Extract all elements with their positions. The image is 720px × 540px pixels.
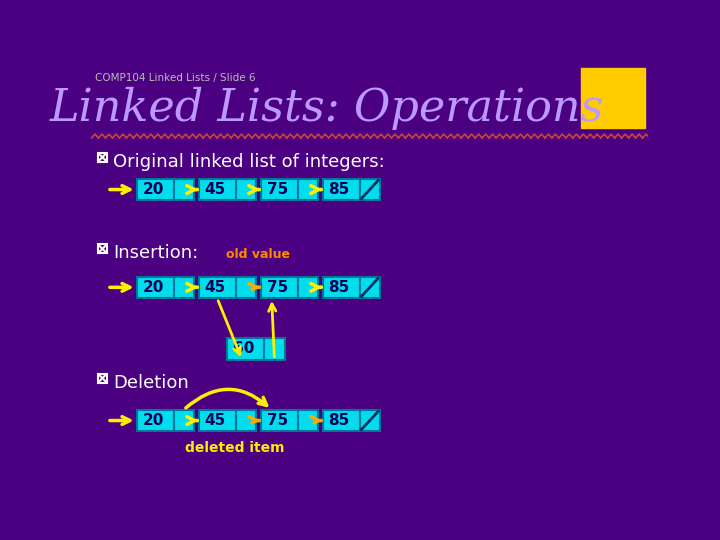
Text: Insertion:: Insertion: <box>113 244 199 262</box>
FancyBboxPatch shape <box>581 68 645 128</box>
Text: 45: 45 <box>204 182 226 197</box>
Text: 60: 60 <box>233 341 255 356</box>
FancyBboxPatch shape <box>360 410 380 431</box>
Text: 75: 75 <box>266 182 288 197</box>
FancyBboxPatch shape <box>137 410 174 431</box>
FancyBboxPatch shape <box>235 179 256 200</box>
FancyBboxPatch shape <box>297 410 318 431</box>
FancyBboxPatch shape <box>137 179 174 200</box>
Text: deleted item: deleted item <box>185 441 284 455</box>
Text: COMP104 Linked Lists / Slide 6: COMP104 Linked Lists / Slide 6 <box>94 73 255 83</box>
Text: old value: old value <box>226 248 290 261</box>
Text: 85: 85 <box>328 280 350 295</box>
FancyBboxPatch shape <box>360 276 380 298</box>
FancyBboxPatch shape <box>228 338 264 360</box>
Text: 75: 75 <box>266 280 288 295</box>
Text: Original linked list of integers:: Original linked list of integers: <box>113 153 385 171</box>
FancyBboxPatch shape <box>174 276 194 298</box>
FancyBboxPatch shape <box>199 276 235 298</box>
FancyBboxPatch shape <box>323 410 360 431</box>
Text: 20: 20 <box>143 280 164 295</box>
FancyBboxPatch shape <box>235 276 256 298</box>
FancyBboxPatch shape <box>261 179 297 200</box>
FancyBboxPatch shape <box>323 276 360 298</box>
FancyBboxPatch shape <box>261 276 297 298</box>
Text: Deletion: Deletion <box>113 374 189 391</box>
FancyBboxPatch shape <box>297 179 318 200</box>
Text: Linked Lists: Operations: Linked Lists: Operations <box>49 86 603 130</box>
FancyBboxPatch shape <box>199 410 235 431</box>
FancyBboxPatch shape <box>297 276 318 298</box>
FancyBboxPatch shape <box>174 179 194 200</box>
FancyBboxPatch shape <box>323 179 360 200</box>
FancyBboxPatch shape <box>264 338 284 360</box>
Text: 20: 20 <box>143 182 164 197</box>
Text: 20: 20 <box>143 413 164 428</box>
Text: 45: 45 <box>204 413 226 428</box>
Text: 45: 45 <box>204 280 226 295</box>
FancyBboxPatch shape <box>137 276 174 298</box>
FancyBboxPatch shape <box>235 410 256 431</box>
FancyBboxPatch shape <box>360 179 380 200</box>
Text: 85: 85 <box>328 182 350 197</box>
FancyBboxPatch shape <box>174 410 194 431</box>
Text: 75: 75 <box>266 413 288 428</box>
FancyBboxPatch shape <box>199 179 235 200</box>
Text: 85: 85 <box>328 413 350 428</box>
FancyBboxPatch shape <box>261 410 297 431</box>
